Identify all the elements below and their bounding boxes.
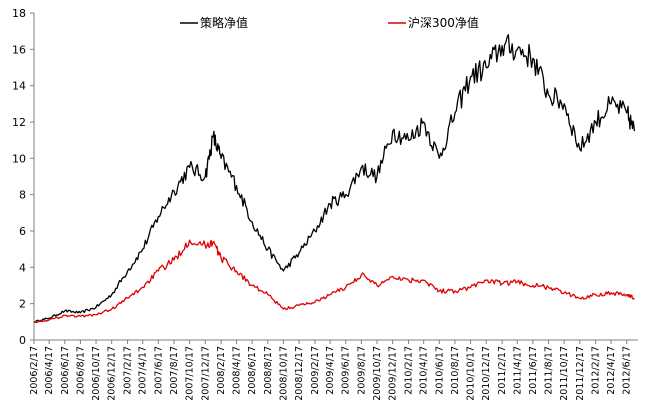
x-tick-label: 2007/10/17 — [185, 346, 196, 401]
x-tick-label: 2012/2/17 — [591, 346, 602, 395]
x-tick-label: 2010/12/17 — [481, 346, 492, 401]
x-tick-label: 2006/12/17 — [107, 346, 118, 401]
x-tick-label: 2006/6/17 — [60, 346, 71, 395]
x-tick-label: 2007/8/17 — [169, 346, 180, 395]
x-axis: 2006/2/17 2006/4/17 2006/6/17 2006/8/17 2006… — [29, 339, 638, 401]
legend-label: 策略净值 — [200, 15, 248, 30]
x-tick-label: 2006/8/17 — [75, 346, 86, 395]
series-line-1 — [33, 34, 636, 323]
x-tick-label: 2010/6/17 — [434, 346, 445, 395]
y-tick-label: 10 — [12, 152, 26, 165]
x-tick-label: 2008/12/17 — [294, 346, 305, 401]
x-tick-label: 2006/4/17 — [44, 346, 55, 395]
y-tick-label: 18 — [12, 7, 26, 20]
x-tick-label: 2012/6/17 — [622, 346, 633, 395]
x-tick-label: 2008/2/17 — [216, 346, 227, 395]
x-tick-label: 2011/10/17 — [559, 346, 570, 401]
plot-lines — [33, 34, 636, 323]
x-tick-label: 2009/6/17 — [341, 346, 352, 395]
x-tick-label: 2009/4/17 — [325, 346, 336, 395]
x-tick-label: 2008/10/17 — [278, 346, 289, 401]
y-tick-label: 6 — [19, 225, 26, 238]
x-tick-label: 2009/12/17 — [388, 346, 399, 401]
x-tick-label: 2011/12/17 — [575, 346, 586, 401]
y-tick-label: 16 — [12, 43, 26, 56]
y-tick-label: 12 — [12, 116, 26, 129]
y-tick-label: 4 — [19, 261, 26, 274]
x-tick-label: 2008/4/17 — [232, 346, 243, 395]
x-tick-label: 2010/4/17 — [419, 346, 430, 395]
x-tick-label: 2009/10/17 — [372, 346, 383, 401]
legend-label: 沪深300净值 — [408, 15, 479, 30]
y-tick-label: 2 — [19, 298, 26, 311]
x-tick-label: 2011/4/17 — [512, 346, 523, 395]
x-tick-label: 2011/8/17 — [544, 346, 555, 395]
y-tick-label: 0 — [19, 334, 26, 347]
x-tick-label: 2007/2/17 — [123, 346, 134, 395]
x-tick-label: 2007/12/17 — [200, 346, 211, 401]
x-tick-label: 2007/6/17 — [153, 346, 164, 395]
x-tick-label: 2006/2/17 — [29, 346, 40, 395]
x-tick-label: 2010/10/17 — [466, 346, 477, 401]
x-tick-label: 2008/6/17 — [247, 346, 258, 395]
y-axis: 0 2 4 6 8 10 12 14 16 18 — [12, 7, 35, 347]
x-tick-label: 2012/4/17 — [606, 346, 617, 395]
x-tick-label: 2011/2/17 — [497, 346, 508, 395]
x-tick-label: 2011/6/17 — [528, 346, 539, 395]
x-tick-label: 2009/8/17 — [356, 346, 367, 395]
series-line-2 — [33, 239, 635, 323]
x-tick-label: 2009/2/17 — [310, 346, 321, 395]
x-tick-label: 2007/4/17 — [138, 346, 149, 395]
x-tick-label: 2010/2/17 — [404, 346, 415, 395]
x-tick-label: 2010/8/17 — [450, 346, 461, 395]
x-tick-label: 2006/10/17 — [91, 346, 102, 401]
y-tick-label: 8 — [19, 189, 26, 202]
y-tick-label: 14 — [12, 80, 26, 93]
legend: 策略净值 沪深300净值 — [180, 15, 479, 30]
x-tick-label: 2008/8/17 — [263, 346, 274, 395]
